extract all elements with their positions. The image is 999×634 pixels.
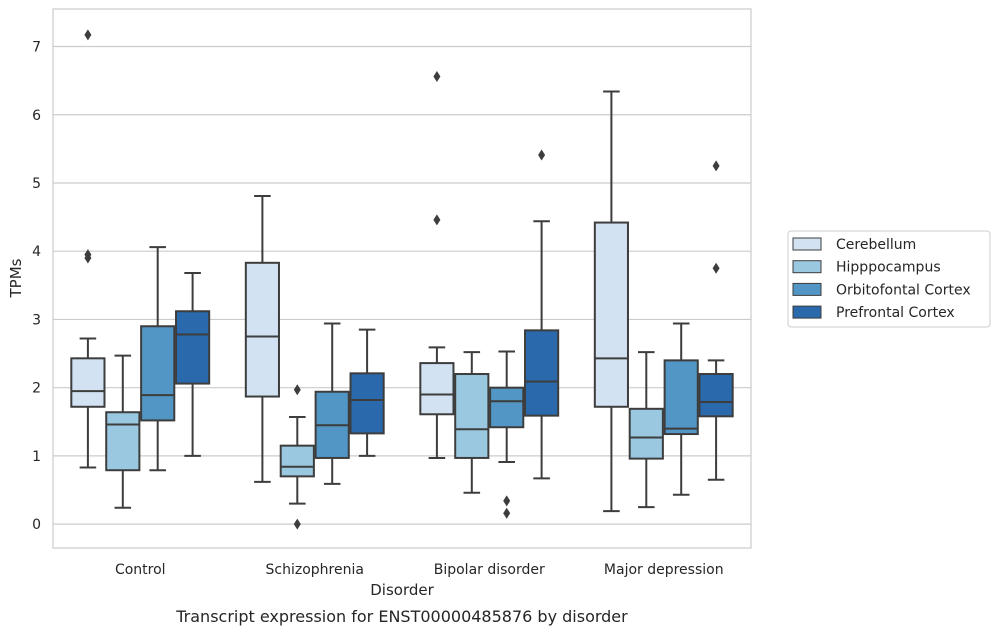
box (105, 411, 141, 472)
y-tick-label: 2 (32, 381, 41, 397)
legend-label: Orbitofontal Cortex (836, 282, 971, 298)
outlier-point (84, 29, 92, 41)
box-group (105, 354, 141, 509)
box (279, 444, 315, 478)
box-group (628, 351, 664, 509)
y-tick-label: 6 (32, 108, 41, 124)
box-group (279, 384, 315, 530)
x-axis-label: Disorder (370, 581, 434, 599)
box (244, 261, 280, 398)
box (698, 373, 734, 418)
box-group (244, 194, 280, 483)
y-axis-ticks: 0 1 2 3 4 5 6 7 (32, 40, 41, 534)
outlier-point (503, 495, 511, 507)
x-tick-label: Control (115, 562, 166, 578)
box-group (349, 328, 385, 457)
box-group (70, 29, 106, 469)
y-axis-label: TPMs (7, 258, 25, 298)
legend-swatch (792, 305, 822, 319)
legend-swatch (792, 260, 822, 274)
legend-swatch (792, 282, 822, 296)
box-group (524, 149, 560, 480)
box (663, 359, 699, 436)
outlier-point (503, 507, 511, 519)
box-group (314, 322, 350, 485)
legend-swatch (792, 237, 822, 251)
series-hipppocampus (105, 351, 664, 530)
series-cerebellum (70, 29, 629, 513)
box (419, 362, 455, 416)
legend-label: Hipppocampus (836, 260, 941, 276)
y-tick-label: 0 (32, 517, 41, 533)
y-tick-label: 7 (32, 40, 41, 56)
legend-label: Cerebellum (836, 237, 916, 253)
box-group (419, 71, 455, 459)
box (593, 221, 629, 408)
legend-frame (787, 230, 991, 328)
plot-frame (52, 8, 752, 549)
y-tick-label: 3 (32, 312, 41, 328)
y-tick-label: 1 (32, 449, 41, 465)
y-tick-label: 5 (32, 176, 41, 192)
box-group (593, 90, 629, 513)
legend-label: Prefrontal Cortex (836, 305, 955, 321)
box-group (454, 351, 490, 494)
x-tick-label: Major depression (604, 562, 724, 578)
chart-caption: Transcript expression for ENST0000048587… (175, 607, 628, 626)
box (628, 407, 664, 460)
box (349, 372, 385, 435)
outlier-point (538, 149, 546, 161)
legend: Cerebellum Hipppocampus Orbitofontal Corte… (787, 230, 991, 328)
outlier-point (293, 384, 301, 396)
box (175, 310, 211, 385)
box-group (663, 322, 699, 496)
box-plot-series (70, 29, 734, 530)
outlier-point (84, 249, 92, 261)
box-group (140, 246, 176, 472)
y-tick-label: 4 (32, 244, 41, 260)
box-group (175, 272, 211, 457)
x-tick-label: Bipolar disorder (434, 562, 545, 578)
box-group (698, 160, 734, 481)
box-group (489, 350, 525, 519)
box (524, 329, 560, 417)
box (454, 373, 490, 459)
x-tick-label: Schizophrenia (266, 562, 364, 578)
box (140, 325, 176, 422)
outlier-point (433, 214, 441, 226)
box (489, 386, 525, 429)
box (70, 357, 106, 408)
series-orbitofontal-cortex (140, 246, 699, 519)
outlier-point (712, 160, 720, 172)
outlier-point (712, 262, 720, 274)
series-prefrontal-cortex (175, 149, 734, 481)
outlier-point (293, 518, 301, 530)
outlier-point (433, 71, 441, 83)
x-axis-ticks: Control Schizophrenia Bipolar disorder Majo… (115, 562, 724, 578)
